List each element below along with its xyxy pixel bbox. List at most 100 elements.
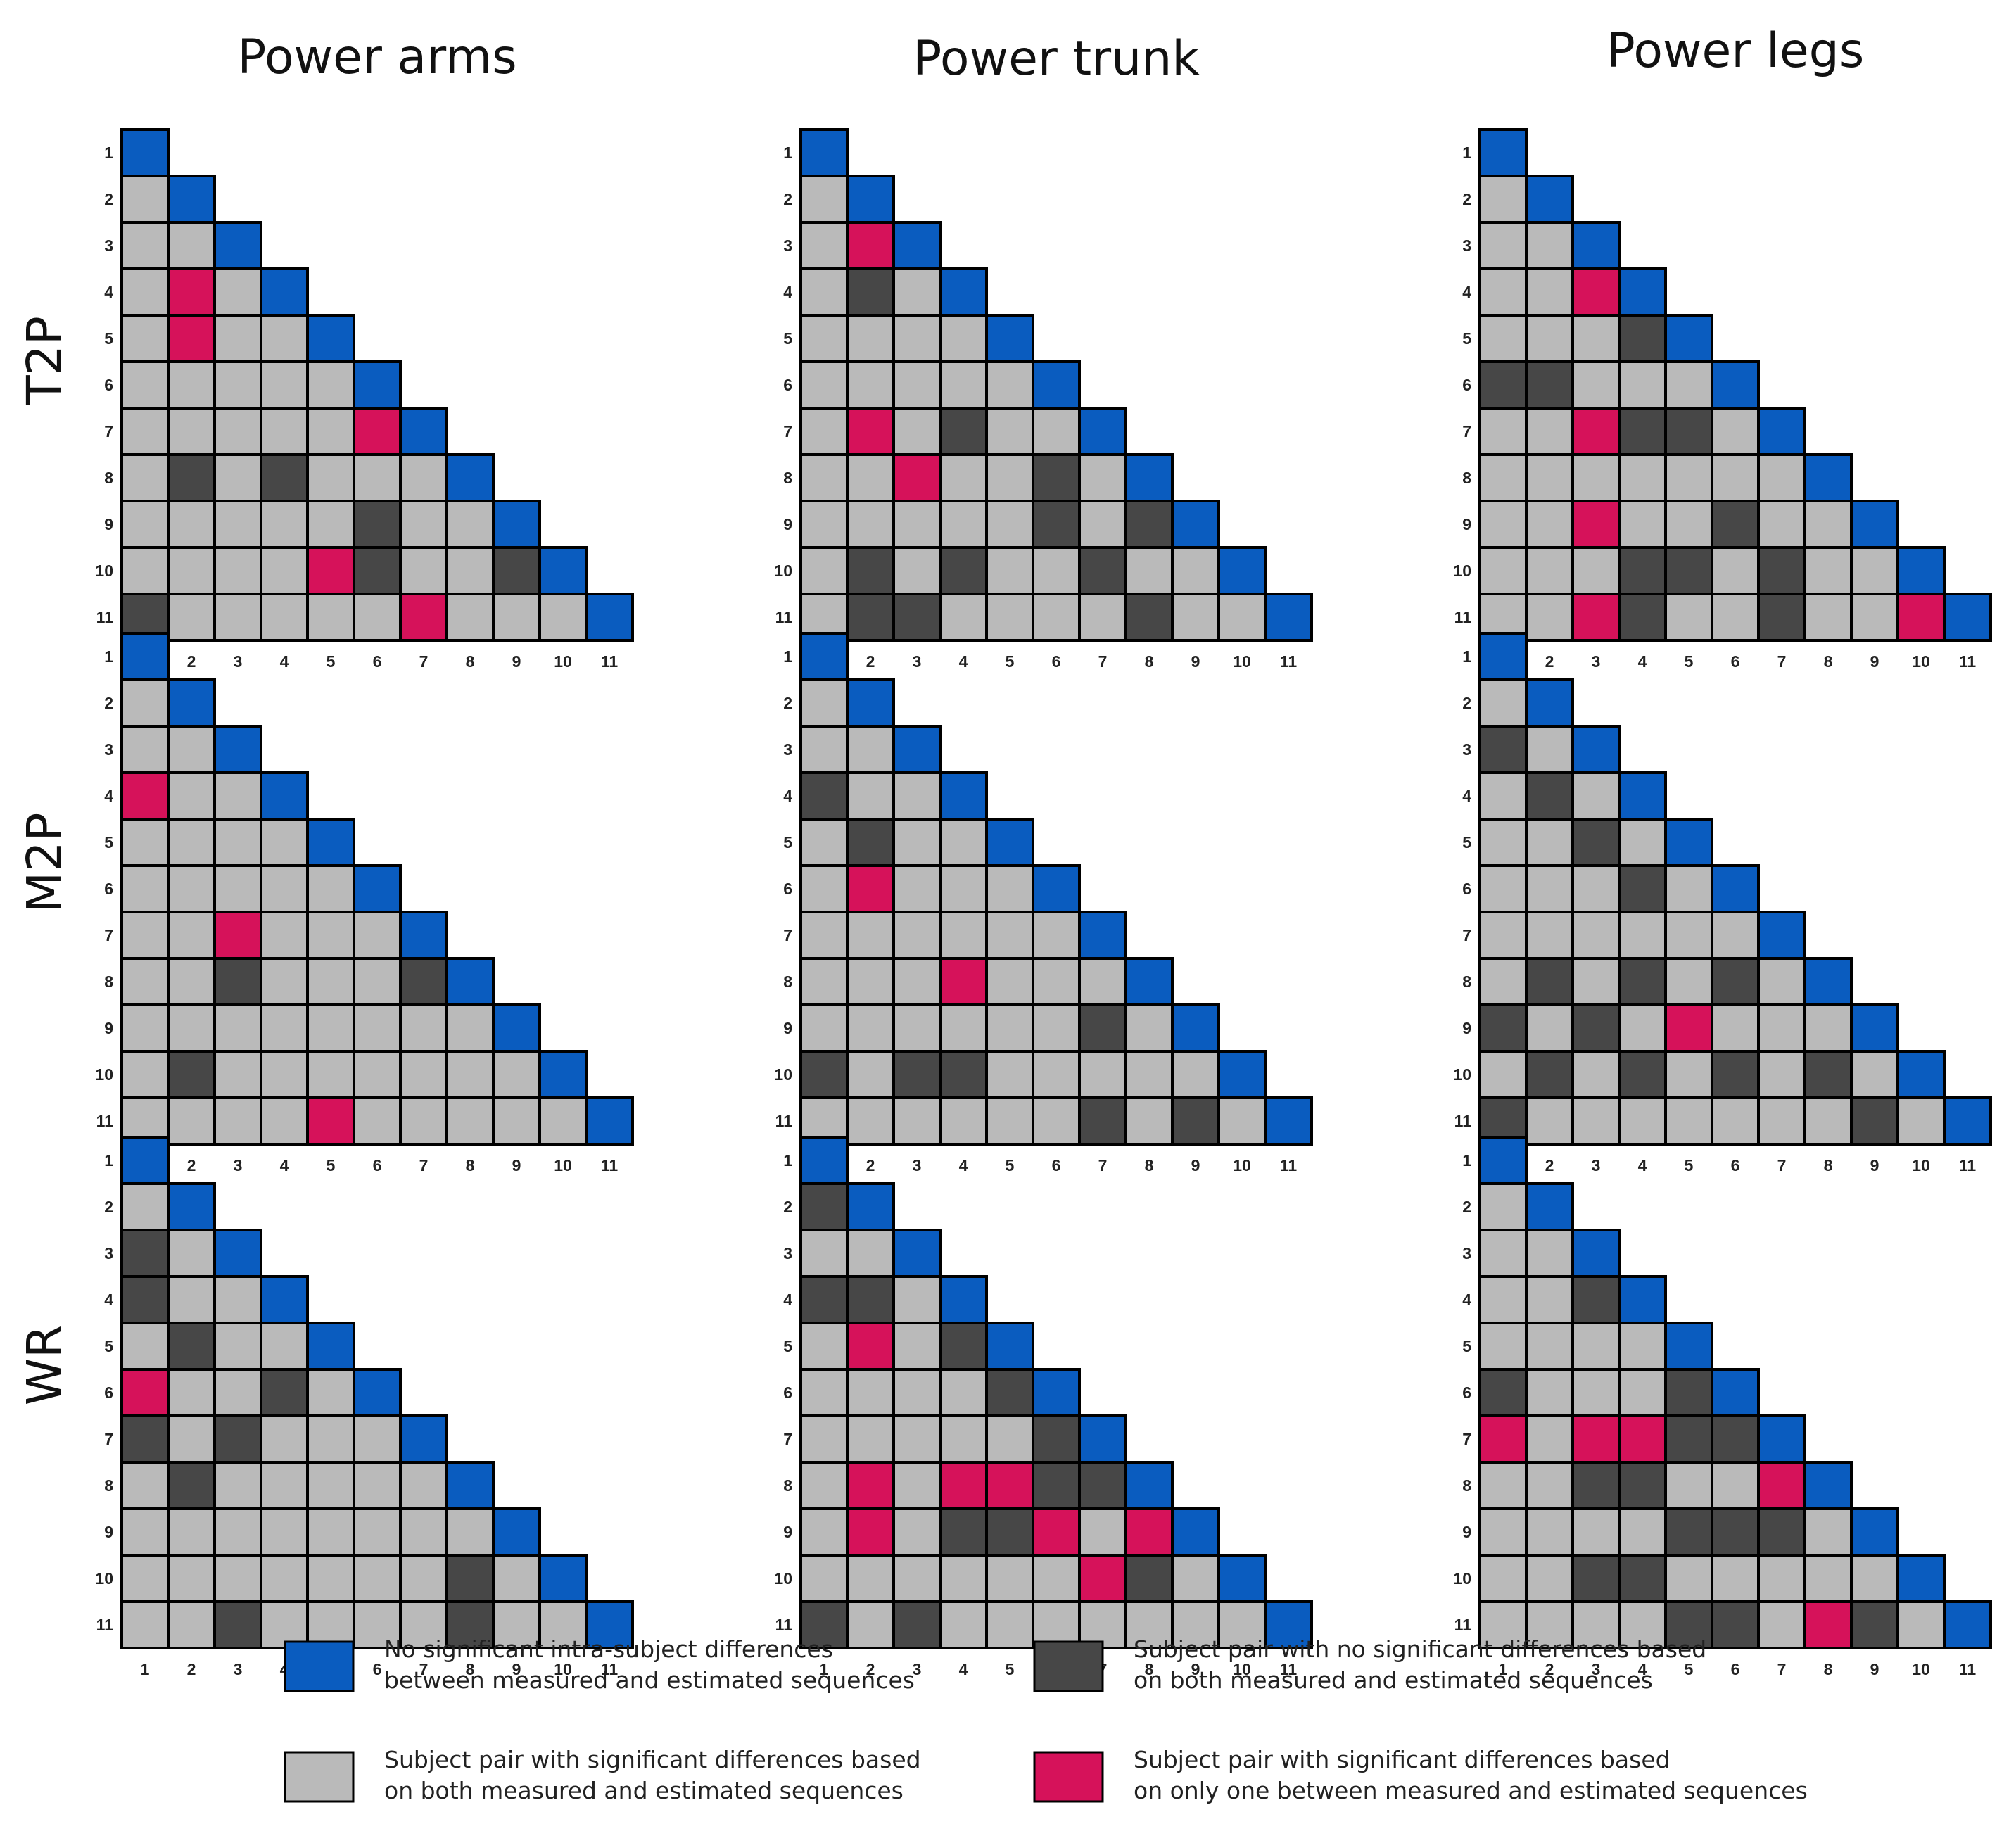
cell-9-5 <box>1664 1003 1713 1053</box>
cell-8-7 <box>1078 957 1127 1006</box>
cell-1-1 <box>1478 1136 1528 1185</box>
cell-9-7 <box>399 500 448 549</box>
cell-7-6 <box>353 911 402 960</box>
cell-9-7 <box>1757 500 1806 549</box>
cell-5-5 <box>985 314 1034 363</box>
cell-11-10 <box>1896 593 1946 642</box>
y-tick-label: 7 <box>104 1430 113 1448</box>
cell-8-4 <box>939 1461 988 1510</box>
cell-9-8 <box>1803 500 1853 549</box>
cell-9-2 <box>1525 1003 1574 1053</box>
cell-11-5 <box>1664 1096 1713 1146</box>
cell-10-7 <box>1757 1554 1806 1603</box>
cell-10-5 <box>985 546 1034 595</box>
cell-5-4 <box>260 818 309 867</box>
cell-8-7 <box>1757 453 1806 502</box>
cell-11-3 <box>1571 593 1621 642</box>
cell-11-9 <box>1171 593 1220 642</box>
cell-6-4 <box>1618 360 1667 410</box>
cell-10-1 <box>799 1050 849 1099</box>
x-tick-label: 8 <box>466 1660 475 1678</box>
cell-11-5 <box>1664 1600 1713 1649</box>
cell-11-11 <box>1943 1600 1992 1649</box>
cell-11-9 <box>1850 1096 1899 1146</box>
cell-6-4 <box>1618 1368 1667 1417</box>
cell-7-7 <box>1757 1414 1806 1464</box>
cell-9-3 <box>213 500 262 549</box>
cell-10-10 <box>538 546 588 595</box>
cell-2-1 <box>120 1182 170 1231</box>
cell-10-7 <box>1078 1050 1127 1099</box>
x-tick-label: 3 <box>1592 652 1601 671</box>
cell-3-2 <box>167 725 216 774</box>
cell-10-8 <box>1803 546 1853 595</box>
cell-5-2 <box>167 818 216 867</box>
cell-10-2 <box>167 546 216 595</box>
cell-7-4 <box>260 407 309 456</box>
x-tick-label: 1 <box>141 1660 150 1678</box>
cell-10-2 <box>167 1554 216 1603</box>
cell-9-6 <box>1711 1507 1760 1557</box>
cell-7-6 <box>1032 1414 1081 1464</box>
cell-6-1 <box>120 864 170 913</box>
cell-8-3 <box>1571 1461 1621 1510</box>
cell-8-8 <box>1803 1461 1853 1510</box>
cell-8-4 <box>939 957 988 1006</box>
cell-3-1 <box>120 221 170 270</box>
x-tick-label: 6 <box>1731 652 1740 671</box>
cell-2-2 <box>846 1182 895 1231</box>
cell-11-1 <box>120 1600 170 1649</box>
legend-label: on both measured and estimated sequences <box>384 1777 904 1804</box>
cell-6-1 <box>1478 1368 1528 1417</box>
y-tick-label: 7 <box>783 926 792 944</box>
cell-10-10 <box>1217 1554 1267 1603</box>
cell-10-6 <box>1032 1050 1081 1099</box>
cell-1-1 <box>120 632 170 681</box>
cell-9-3 <box>1571 1507 1621 1557</box>
row-title-t2p: T2P <box>18 316 73 405</box>
cell-9-4 <box>1618 1003 1667 1053</box>
cell-10-2 <box>846 1050 895 1099</box>
y-tick-label: 3 <box>1462 740 1471 759</box>
cell-5-4 <box>260 1322 309 1371</box>
cell-9-4 <box>260 500 309 549</box>
cell-7-3 <box>213 911 262 960</box>
x-tick-label: 6 <box>373 1660 382 1678</box>
x-tick-label: 11 <box>601 1156 619 1174</box>
cell-9-5 <box>306 1507 355 1557</box>
y-tick-label: 3 <box>104 740 113 759</box>
cell-11-9 <box>1850 593 1899 642</box>
cell-10-6 <box>1032 546 1081 595</box>
cell-10-8 <box>1803 1554 1853 1603</box>
cell-9-8 <box>1124 1003 1174 1053</box>
cell-9-5 <box>985 500 1034 549</box>
cell-10-9 <box>1171 1554 1220 1603</box>
y-tick-label: 8 <box>1462 973 1471 991</box>
x-tick-label: 9 <box>1191 652 1200 671</box>
cell-10-5 <box>1664 1050 1713 1099</box>
cell-9-9 <box>1171 1507 1220 1557</box>
cell-10-3 <box>1571 1050 1621 1099</box>
cell-7-6 <box>1711 407 1760 456</box>
cell-8-1 <box>799 1461 849 1510</box>
cell-11-6 <box>353 593 402 642</box>
cell-4-2 <box>846 267 895 317</box>
cell-10-5 <box>1664 546 1713 595</box>
cell-7-5 <box>306 407 355 456</box>
cell-8-8 <box>445 957 495 1006</box>
cell-10-1 <box>1478 546 1528 595</box>
cell-5-5 <box>1664 314 1713 363</box>
x-tick-label: 9 <box>1191 1156 1200 1174</box>
cell-9-9 <box>1171 1003 1220 1053</box>
cell-3-2 <box>1525 221 1574 270</box>
cell-11-8 <box>1124 593 1174 642</box>
cell-10-5 <box>306 1050 355 1099</box>
cell-3-1 <box>799 221 849 270</box>
cell-11-4 <box>260 1096 309 1146</box>
cell-7-2 <box>167 911 216 960</box>
cell-5-3 <box>213 1322 262 1371</box>
x-tick-label: 8 <box>466 652 475 671</box>
cell-9-3 <box>1571 500 1621 549</box>
cell-11-4 <box>939 593 988 642</box>
cell-1-1 <box>1478 128 1528 177</box>
